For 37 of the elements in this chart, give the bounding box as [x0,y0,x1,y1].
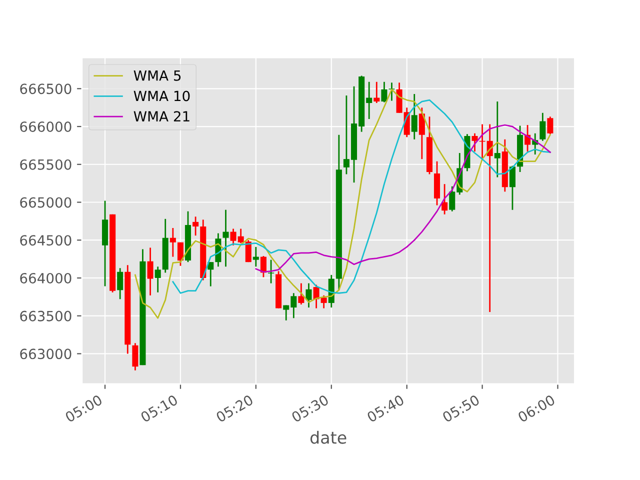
x-axis-title: date [310,430,346,444]
candlestick [132,342,138,372]
candlestick [298,282,304,306]
candlestick [472,132,478,152]
y-tick-label: 663500 [20,310,72,322]
candlestick [381,81,388,103]
legend-label: WMA 5 [134,70,181,81]
y-tick-label: 665000 [20,197,72,208]
candlestick [306,282,312,308]
candlestick [147,246,154,296]
legend-label: WMA 10 [134,90,190,102]
y-tick-label: 666500 [20,84,72,94]
y-tick-label: 665500 [20,159,72,170]
candlestick [494,100,500,178]
legend-label: WMA 21 [134,111,190,122]
candlestick [418,106,425,160]
y-tick-label: 664500 [20,235,72,246]
candlestick [268,259,274,284]
candlestick [374,81,380,104]
candlestick [177,242,184,267]
y-tick-label: 664000 [20,272,72,284]
candlestick [252,246,259,268]
candlestick [411,93,418,140]
y-tick-label: 666000 [20,121,72,132]
candlestick [547,116,554,135]
y-tick-label: 663000 [20,348,72,360]
candlestick [170,227,176,258]
candlestick [540,112,546,142]
line-series [255,124,551,273]
line-series [134,88,551,319]
candlestick [222,209,229,268]
candlestick [442,183,448,216]
candlestick [154,266,161,294]
candlestick [509,165,516,211]
candlestick [192,216,199,236]
candlestick [388,82,395,102]
candlestick [117,267,124,300]
